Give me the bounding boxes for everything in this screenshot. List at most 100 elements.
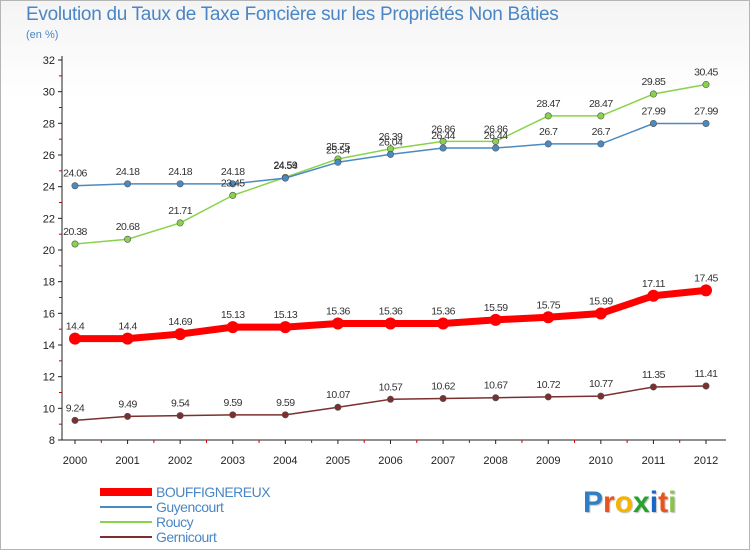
y-tick-label: 8 bbox=[49, 435, 55, 447]
data-label-guyencourt: 27.99 bbox=[694, 105, 718, 117]
data-point-guyencourt bbox=[386, 150, 394, 158]
data-point-roucy bbox=[649, 90, 657, 98]
data-label-guyencourt: 26.7 bbox=[539, 126, 558, 138]
data-point-roucy bbox=[597, 112, 605, 120]
data-point-bouffignereux bbox=[331, 317, 344, 330]
y-tick-label: 32 bbox=[43, 55, 55, 67]
data-point-bouffignereux bbox=[174, 328, 187, 341]
data-point-bouffignereux bbox=[700, 284, 712, 297]
data-point-guyencourt bbox=[71, 182, 79, 190]
x-tick-label: 2009 bbox=[536, 455, 560, 467]
data-point-gernicourt bbox=[124, 412, 132, 420]
data-label-bouffignereux: 17.45 bbox=[694, 272, 718, 284]
data-label-bouffignereux: 14.4 bbox=[66, 321, 85, 333]
data-label-guyencourt: 25.54 bbox=[326, 144, 350, 156]
y-tick-label: 12 bbox=[43, 372, 55, 384]
data-label-bouffignereux: 14.4 bbox=[118, 321, 137, 333]
y-tick-label: 24 bbox=[43, 182, 55, 194]
data-point-guyencourt bbox=[176, 180, 184, 188]
data-label-guyencourt: 24.54 bbox=[273, 160, 297, 172]
data-point-bouffignereux bbox=[384, 317, 397, 330]
y-tick-label: 10 bbox=[43, 403, 55, 415]
x-tick-label: 2004 bbox=[273, 455, 297, 467]
data-label-guyencourt: 26.7 bbox=[592, 126, 611, 138]
x-tick-label: 2001 bbox=[115, 455, 139, 467]
data-point-gernicourt bbox=[702, 382, 710, 390]
y-tick-label: 14 bbox=[43, 340, 55, 352]
data-point-guyencourt bbox=[281, 174, 289, 182]
data-label-guyencourt: 26.44 bbox=[431, 130, 455, 142]
data-point-roucy bbox=[544, 112, 552, 120]
legend-item-gernicourt: Gernicourt bbox=[100, 528, 270, 545]
x-tick-label: 2012 bbox=[694, 455, 718, 467]
data-label-roucy: 20.68 bbox=[116, 221, 140, 233]
data-label-roucy: 30.45 bbox=[694, 67, 718, 79]
x-tick-label: 2005 bbox=[326, 455, 350, 467]
x-tick-label: 2000 bbox=[63, 455, 87, 467]
y-tick-label: 16 bbox=[43, 308, 55, 320]
x-tick-label: 2002 bbox=[168, 455, 192, 467]
data-label-bouffignereux: 17.11 bbox=[642, 278, 666, 290]
data-point-gernicourt bbox=[281, 411, 289, 419]
data-point-gernicourt bbox=[176, 412, 184, 420]
data-label-roucy: 25.75 bbox=[326, 141, 350, 153]
proxiti-logo: Proxiti bbox=[583, 486, 676, 520]
data-point-gernicourt bbox=[334, 403, 342, 411]
data-label-gernicourt: 10.57 bbox=[379, 381, 403, 393]
logo-letter: i bbox=[668, 486, 677, 519]
data-point-gernicourt bbox=[597, 392, 605, 400]
data-point-bouffignereux bbox=[69, 332, 81, 345]
data-label-bouffignereux: 15.36 bbox=[379, 305, 403, 317]
legend-item-guyencourt: Guyencourt bbox=[100, 499, 270, 515]
data-point-gernicourt bbox=[71, 416, 79, 424]
data-label-gernicourt: 9.59 bbox=[276, 397, 295, 409]
data-point-guyencourt bbox=[597, 140, 605, 148]
data-label-guyencourt: 26.44 bbox=[484, 130, 508, 142]
data-label-roucy: 20.38 bbox=[63, 226, 87, 238]
data-label-bouffignereux: 15.99 bbox=[589, 295, 613, 307]
data-point-guyencourt bbox=[649, 119, 657, 127]
data-label-roucy: 21.71 bbox=[168, 205, 192, 217]
data-label-gernicourt: 10.77 bbox=[589, 378, 613, 390]
y-tick-label: 28 bbox=[43, 118, 55, 130]
data-label-bouffignereux: 14.69 bbox=[168, 316, 192, 328]
data-label-gernicourt: 9.49 bbox=[118, 398, 137, 410]
data-point-roucy bbox=[176, 219, 184, 227]
data-point-gernicourt bbox=[439, 395, 447, 403]
data-label-guyencourt: 24.18 bbox=[168, 166, 192, 178]
legend-swatch-gernicourt bbox=[100, 535, 152, 538]
data-point-bouffignereux bbox=[594, 307, 607, 320]
legend-label-gernicourt: Gernicourt bbox=[156, 528, 217, 545]
data-point-roucy bbox=[229, 191, 237, 199]
x-tick-label: 2011 bbox=[642, 455, 666, 467]
data-point-bouffignereux bbox=[489, 313, 502, 326]
legend-label-roucy: Roucy bbox=[156, 513, 194, 530]
data-label-roucy: 23.45 bbox=[221, 177, 245, 189]
data-point-roucy bbox=[124, 235, 132, 243]
data-label-gernicourt: 9.54 bbox=[171, 398, 190, 410]
data-label-roucy: 24.59 bbox=[273, 159, 297, 171]
data-label-roucy: 28.47 bbox=[589, 98, 613, 110]
data-label-bouffignereux: 15.36 bbox=[326, 305, 350, 317]
y-tick-label: 30 bbox=[43, 87, 55, 99]
data-point-gernicourt bbox=[229, 411, 237, 419]
legend-item-roucy: Roucy bbox=[100, 513, 270, 530]
y-tick-label: 18 bbox=[43, 277, 55, 289]
data-point-guyencourt bbox=[544, 140, 552, 148]
data-label-bouffignereux: 15.59 bbox=[484, 302, 508, 314]
data-label-roucy: 26.39 bbox=[379, 131, 403, 143]
data-point-gernicourt bbox=[649, 383, 657, 391]
data-point-bouffignereux bbox=[542, 311, 555, 324]
data-label-guyencourt: 24.18 bbox=[116, 166, 140, 178]
logo-letter: i bbox=[649, 486, 659, 519]
data-label-bouffignereux: 15.13 bbox=[273, 309, 297, 321]
data-label-roucy: 26.86 bbox=[431, 123, 455, 135]
data-label-roucy: 28.47 bbox=[536, 98, 560, 110]
data-label-guyencourt: 26.04 bbox=[379, 136, 403, 148]
x-tick-label: 2008 bbox=[483, 455, 507, 467]
data-label-gernicourt: 10.07 bbox=[326, 389, 350, 401]
legend-swatch-roucy bbox=[100, 520, 152, 523]
legend-swatch-bouffignereux bbox=[100, 487, 152, 496]
